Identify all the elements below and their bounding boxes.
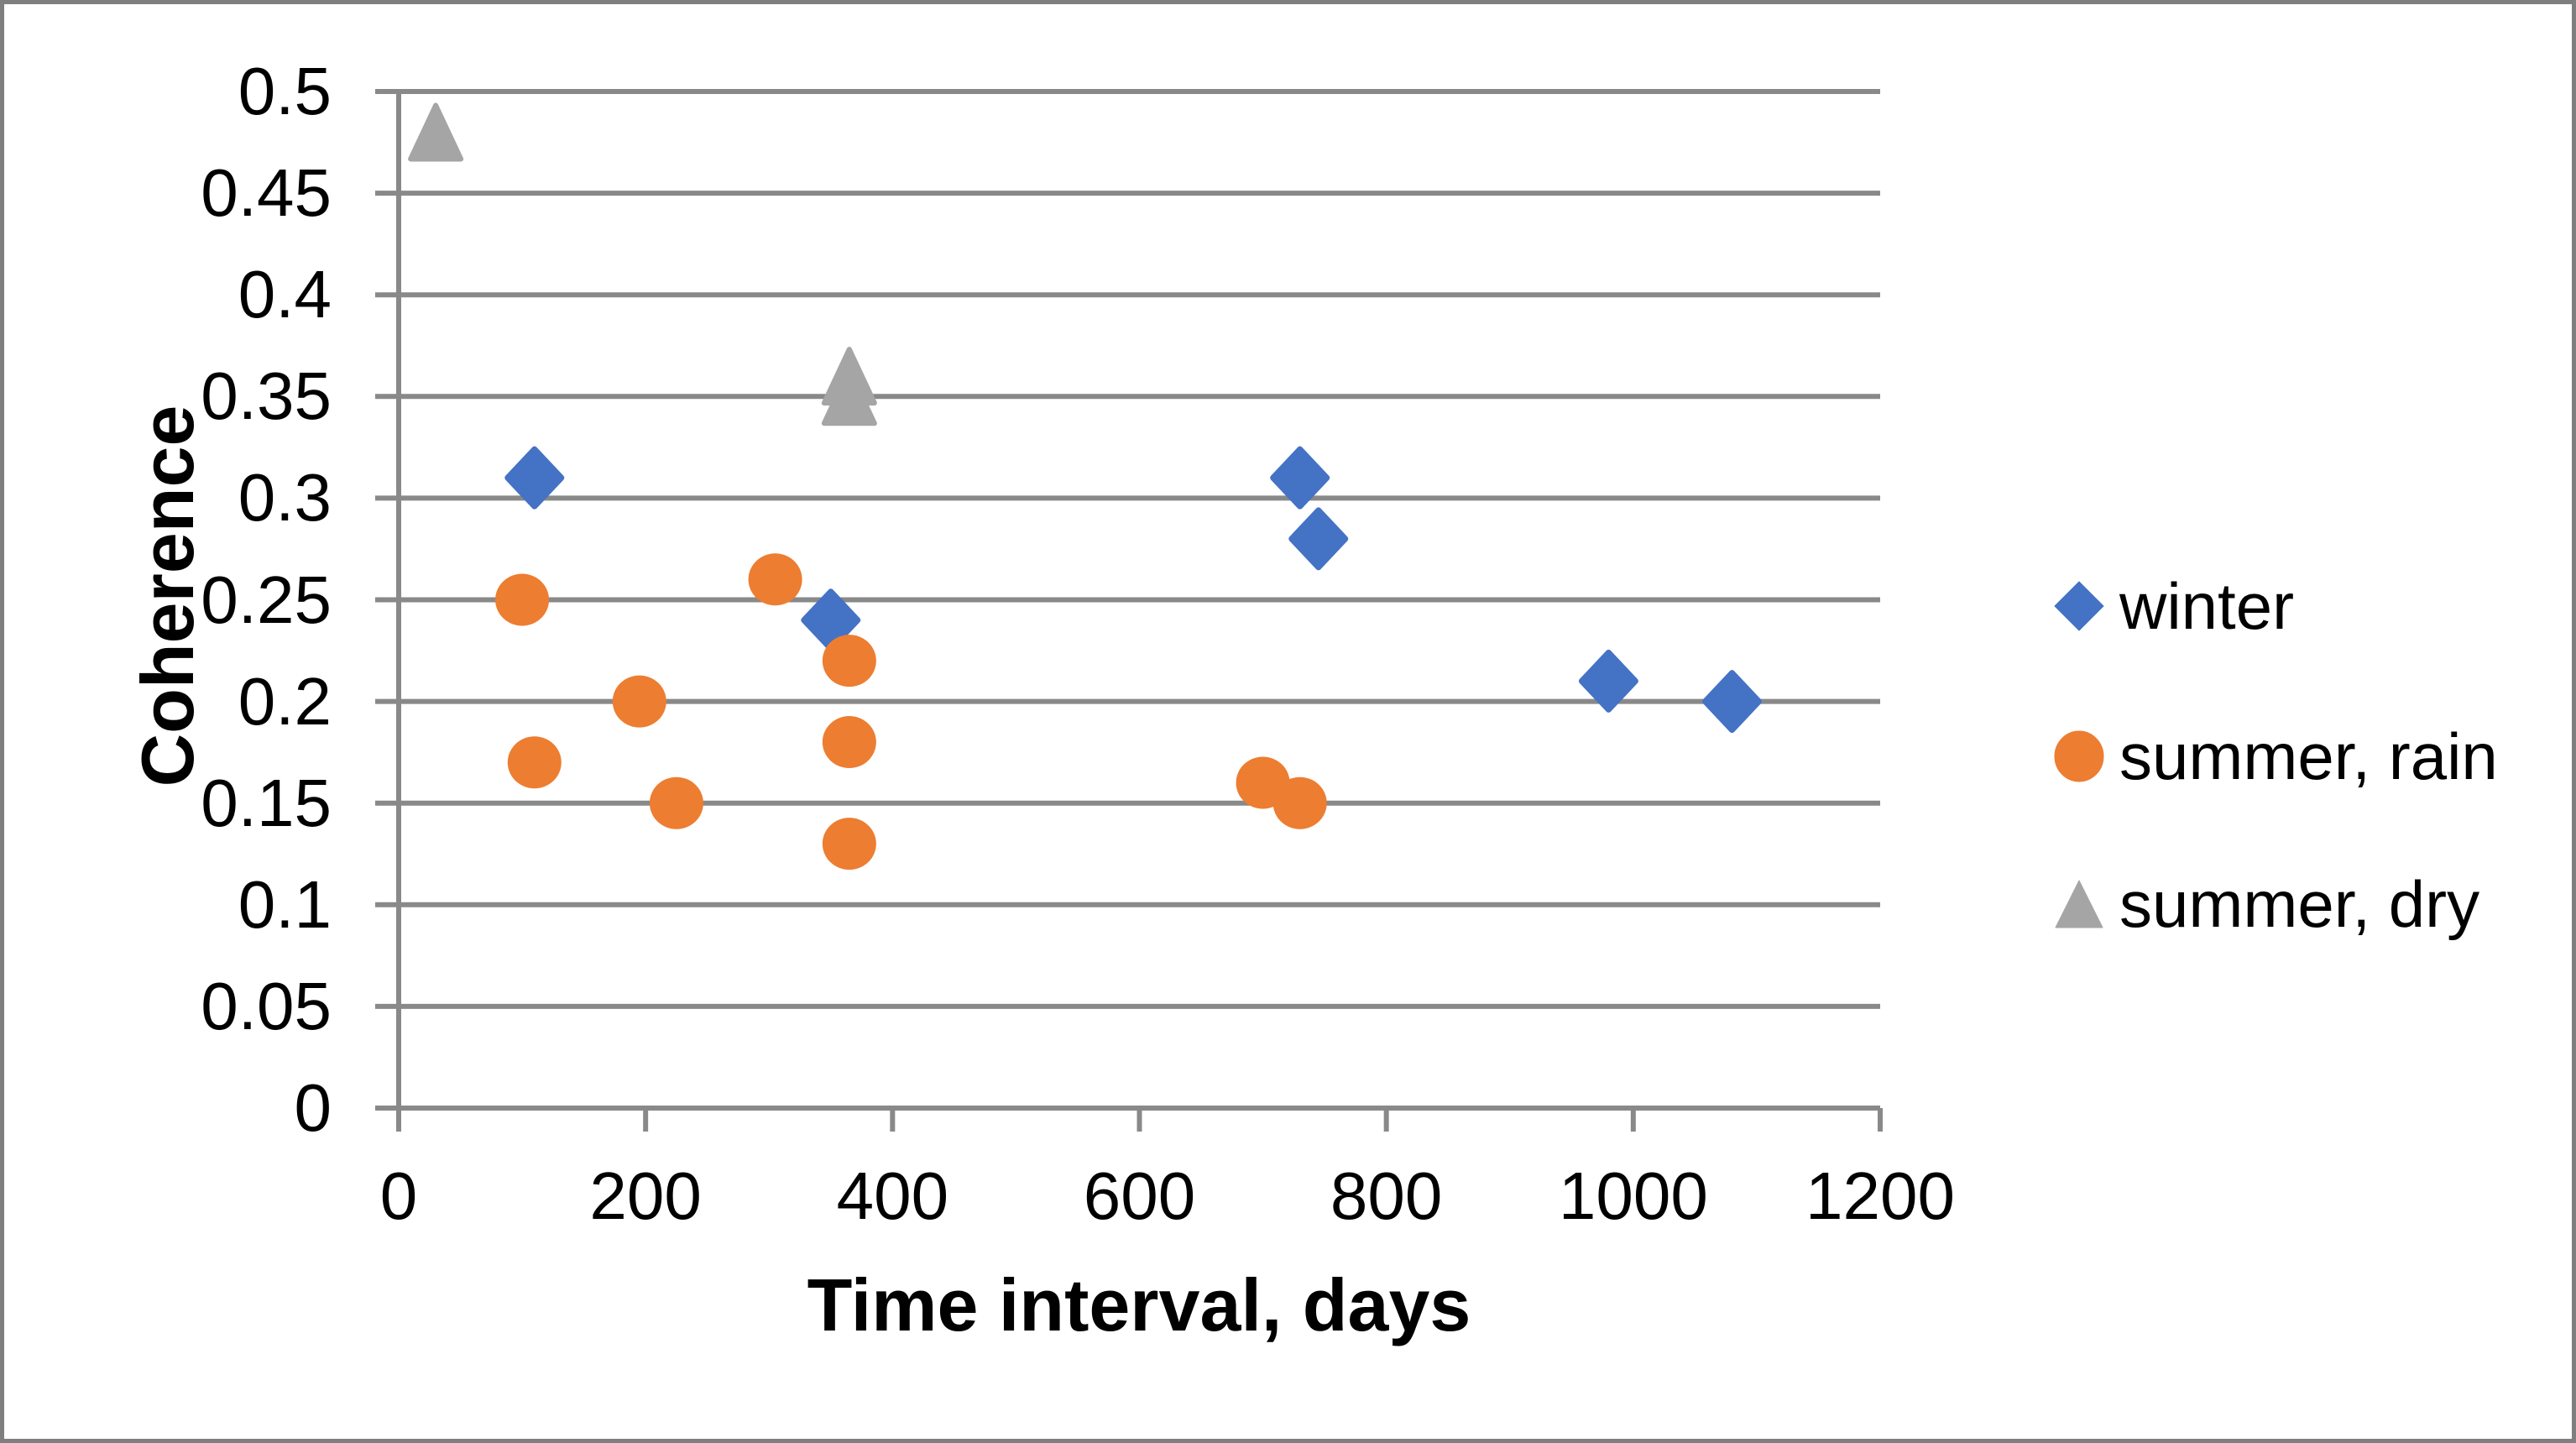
y-axis-title: Coherence — [126, 405, 209, 787]
legend-label-winter: winter — [2119, 568, 2295, 643]
y-tick-label: 0.05 — [201, 968, 332, 1043]
legend-item-summer-rain: summer, rain — [2052, 706, 2498, 807]
y-tick-label: 0 — [294, 1070, 332, 1145]
winter-diamond-icon — [2054, 581, 2104, 631]
legend-label-summer-dry: summer, dry — [2119, 866, 2480, 941]
y-tick-label: 0.15 — [201, 765, 332, 840]
x-tick-label: 800 — [1330, 1158, 1443, 1233]
x-tick-label: 0 — [379, 1158, 418, 1233]
summer-rain-circle-icon — [2054, 730, 2104, 782]
y-tick-label: 0.4 — [238, 257, 332, 332]
legend-item-winter: winter — [2052, 556, 2294, 656]
x-axis-title: Time interval, days — [807, 1263, 1471, 1346]
data-points — [408, 102, 1762, 871]
legend-item-summer-dry: summer, dry — [2052, 854, 2479, 954]
y-tick-label: 0.5 — [238, 54, 332, 128]
x-tick-label: 600 — [1083, 1158, 1196, 1233]
y-tick-label: 0.45 — [201, 155, 332, 231]
y-tick-label: 0.2 — [238, 663, 332, 739]
y-tick-label: 0.25 — [201, 562, 332, 637]
y-tick-label: 0.1 — [238, 866, 332, 942]
y-tick-label: 0.35 — [201, 358, 332, 434]
x-tick-label: 400 — [836, 1158, 949, 1233]
x-tick-label: 1000 — [1558, 1158, 1708, 1233]
y-tick-label: 0.3 — [238, 460, 332, 536]
x-tick-label: 1200 — [1805, 1158, 1955, 1233]
legend-label-summer-rain: summer, rain — [2119, 719, 2498, 793]
plot-area — [375, 89, 1883, 1132]
summer-dry-triangle-icon — [2055, 880, 2103, 928]
x-tick-label: 200 — [589, 1158, 702, 1233]
